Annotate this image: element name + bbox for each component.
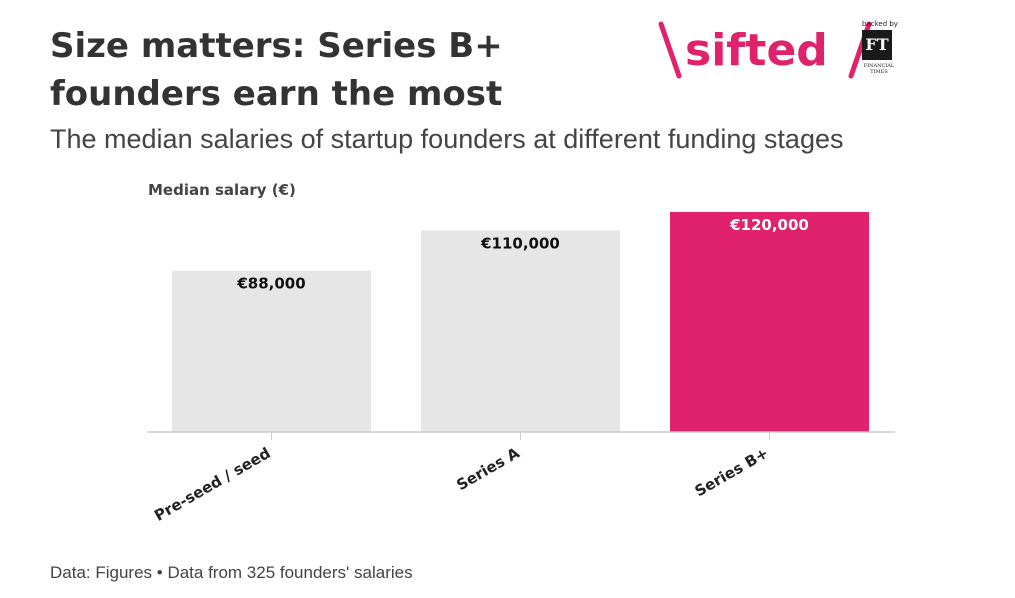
bar-value-label: €120,000 [729, 216, 809, 234]
ft-name: FINANCIAL TIMES [863, 63, 895, 75]
y-axis-label: Median salary (€) [148, 181, 296, 199]
chart-title: Size matters: Series B+ founders earn th… [50, 26, 503, 114]
backed-by-label: backed by [862, 20, 898, 28]
chart-subtitle: The median salaries of startup founders … [50, 124, 844, 154]
ft-logo: backed by FT FINANCIAL TIMES [860, 20, 904, 82]
sifted-wordmark: sifted [685, 25, 828, 76]
bar-value-label: €110,000 [480, 234, 560, 252]
source-note: Data: Figures • Data from 325 founders' … [50, 563, 413, 582]
ft-mark: FT [862, 30, 892, 60]
bar-1 [172, 270, 371, 432]
x-tick-label: Series A [453, 444, 522, 495]
bar-2 [421, 230, 620, 432]
x-tick-label: Pre-seed / seed [151, 444, 273, 525]
x-tick-label: Series B+ [692, 444, 772, 501]
bar-value-label: €88,000 [236, 275, 305, 293]
bar-3 [670, 212, 869, 432]
